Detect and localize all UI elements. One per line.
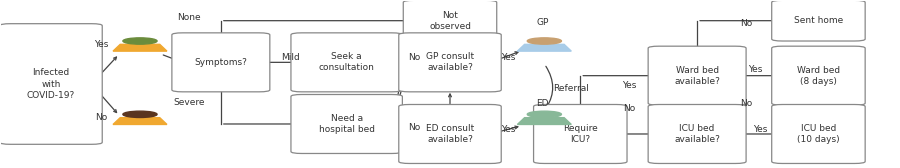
Text: Not
observed: Not observed (429, 11, 471, 31)
Text: No: No (408, 123, 420, 132)
FancyBboxPatch shape (771, 104, 865, 163)
Polygon shape (518, 44, 572, 51)
FancyBboxPatch shape (172, 33, 270, 92)
Text: Yes: Yes (752, 125, 767, 134)
FancyBboxPatch shape (771, 0, 865, 41)
Text: No: No (624, 104, 635, 114)
Polygon shape (518, 118, 572, 124)
Circle shape (123, 111, 158, 117)
Text: Seek a
consultation: Seek a consultation (319, 52, 374, 72)
Circle shape (527, 111, 562, 117)
Text: Need a
hospital bed: Need a hospital bed (319, 114, 374, 134)
FancyBboxPatch shape (291, 94, 402, 154)
Polygon shape (113, 44, 166, 51)
FancyBboxPatch shape (771, 46, 865, 105)
FancyBboxPatch shape (534, 104, 627, 163)
Text: Yes: Yes (623, 81, 637, 90)
Text: Sent home: Sent home (794, 16, 843, 25)
Text: Ward bed
available?: Ward bed available? (674, 66, 720, 86)
Text: ICU bed
available?: ICU bed available? (674, 124, 720, 144)
FancyBboxPatch shape (399, 33, 501, 92)
FancyBboxPatch shape (0, 24, 103, 144)
Circle shape (527, 38, 562, 44)
Text: Yes: Yes (748, 65, 762, 74)
Text: Yes: Yes (501, 125, 516, 134)
FancyBboxPatch shape (403, 0, 497, 41)
Text: No: No (741, 99, 752, 108)
Text: ICU bed
(10 days): ICU bed (10 days) (797, 124, 840, 144)
Text: Yes: Yes (94, 40, 109, 49)
FancyBboxPatch shape (291, 33, 402, 92)
Text: Ward bed
(8 days): Ward bed (8 days) (796, 66, 840, 86)
Text: ED: ED (536, 99, 549, 109)
FancyBboxPatch shape (648, 46, 746, 105)
Text: Referral: Referral (554, 84, 590, 93)
Text: GP: GP (536, 18, 549, 27)
Text: No: No (408, 53, 420, 62)
Text: Severe: Severe (174, 98, 205, 107)
Text: Mild: Mild (282, 53, 301, 62)
Text: GP consult
available?: GP consult available? (426, 52, 474, 72)
Text: No: No (741, 19, 752, 28)
Text: Infected
with
COVID-19?: Infected with COVID-19? (27, 68, 75, 100)
Text: ED consult
available?: ED consult available? (426, 124, 474, 144)
Polygon shape (113, 118, 166, 124)
FancyArrowPatch shape (546, 66, 553, 107)
Text: Symptoms?: Symptoms? (194, 58, 248, 67)
Circle shape (123, 38, 158, 44)
FancyBboxPatch shape (399, 104, 501, 163)
Text: None: None (177, 13, 202, 22)
Text: No: No (95, 113, 107, 122)
Text: Yes: Yes (501, 53, 516, 62)
FancyBboxPatch shape (648, 104, 746, 163)
Text: Require
ICU?: Require ICU? (562, 124, 598, 144)
